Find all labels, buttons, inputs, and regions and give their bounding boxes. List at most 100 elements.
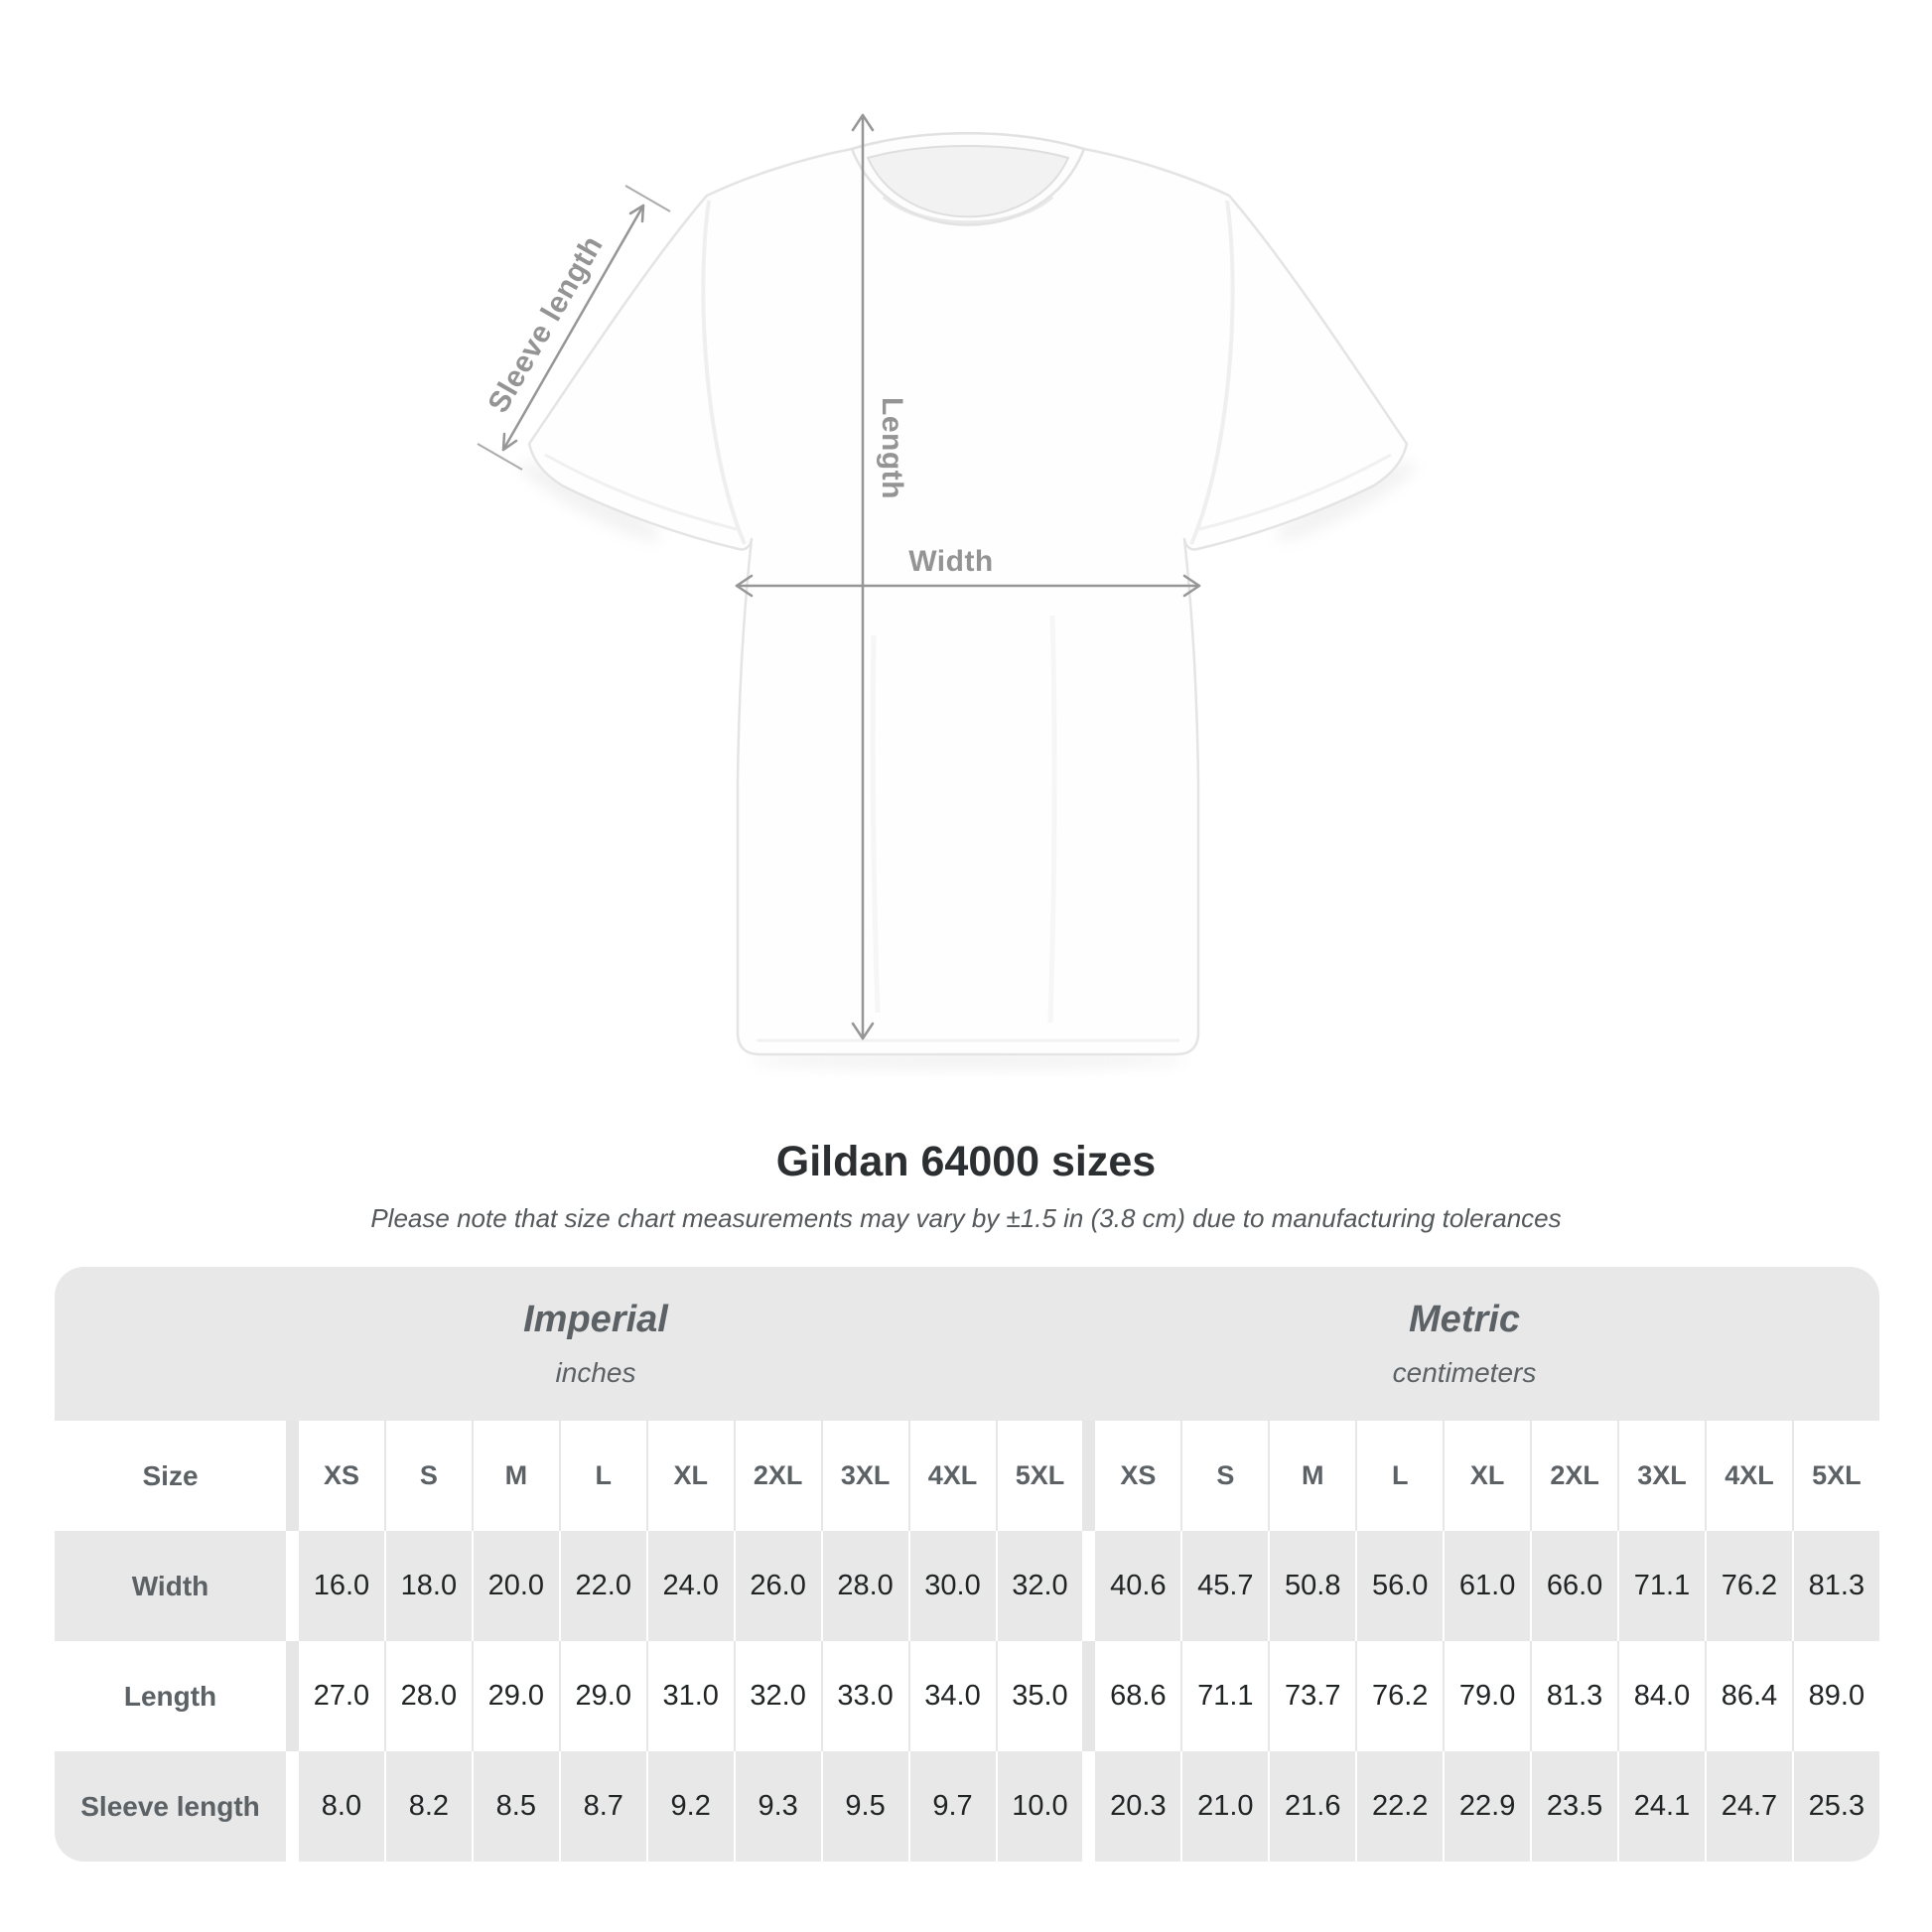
row-length-value: 68.6 — [1095, 1641, 1181, 1751]
imperial-group: Imperial inches — [437, 1267, 755, 1421]
row-width-value: 45.7 — [1182, 1531, 1269, 1641]
row-length-value: 32.0 — [735, 1641, 821, 1751]
column-gutter — [1084, 1641, 1093, 1751]
fabric-crease — [870, 634, 881, 1014]
size-header-row-value: M — [1270, 1421, 1356, 1531]
size-header-row-value: 4XL — [1707, 1421, 1792, 1531]
column-gutter — [288, 1421, 297, 1531]
page-title: Gildan 64000 sizes — [775, 1138, 1157, 1185]
sleeve-seam-left — [701, 200, 747, 545]
width-arrow — [735, 574, 1201, 598]
size-header-row-value: 4XL — [909, 1421, 996, 1531]
row-width-value: 20.0 — [473, 1531, 559, 1641]
row-sleeve-length-value: 22.9 — [1445, 1751, 1531, 1862]
row-width-value: 71.1 — [1619, 1531, 1705, 1641]
row-length-value: 76.2 — [1357, 1641, 1444, 1751]
row-sleeve-length-value: 10.0 — [997, 1751, 1083, 1862]
row-length-value: 73.7 — [1270, 1641, 1356, 1751]
size-header-row-value: 5XL — [997, 1421, 1083, 1531]
collar-opening — [866, 145, 1070, 218]
imperial-unit-label: inches — [555, 1357, 636, 1388]
size-header-row-value: XL — [647, 1421, 734, 1531]
size-header-row-value: XL — [1445, 1421, 1531, 1531]
row-length-value: 84.0 — [1619, 1641, 1705, 1751]
width-label: Width — [908, 545, 994, 578]
size-header-row: Size XS S M L XL 2XL 3XL 4XL 5XL XS S M L XL 2XL 3XL 4XL 5… — [55, 1421, 1879, 1531]
unit-header-band: Imperial inches Metric centimeters — [55, 1267, 1879, 1421]
row-width-label: Width — [55, 1531, 286, 1641]
row-length-value: 33.0 — [822, 1641, 908, 1751]
row-length: Length 27.0 28.0 29.0 29.0 31.0 32.0 33.0 34.0 35… — [55, 1641, 1879, 1751]
row-sleeve-length-value: 9.7 — [909, 1751, 996, 1862]
row-sleeve-length-value: 21.6 — [1270, 1751, 1356, 1862]
size-header-row-value: 5XL — [1793, 1421, 1879, 1531]
row-sleeve-length-value: 9.5 — [822, 1751, 908, 1862]
row-length-value: 35.0 — [997, 1641, 1083, 1751]
sleeve-length-arrow — [501, 204, 645, 452]
size-header-row-value: 3XL — [1619, 1421, 1705, 1531]
column-gutter — [1084, 1531, 1093, 1641]
size-header-row-value: M — [473, 1421, 559, 1531]
row-length-value: 27.0 — [299, 1641, 384, 1751]
row-sleeve-length-value: 9.3 — [735, 1751, 821, 1862]
column-gutter — [288, 1531, 297, 1641]
row-sleeve-length-value: 21.0 — [1182, 1751, 1269, 1862]
size-header-row-value: L — [1357, 1421, 1444, 1531]
row-length-value: 29.0 — [473, 1641, 559, 1751]
row-sleeve-length-value: 8.2 — [385, 1751, 472, 1862]
row-width-value: 66.0 — [1532, 1531, 1618, 1641]
metric-label: Metric — [1409, 1299, 1520, 1340]
row-sleeve-length-value: 9.2 — [647, 1751, 734, 1862]
hem-shadow — [750, 1051, 1186, 1069]
sleeve-hem-stitch-left — [544, 453, 738, 531]
row-length-value: 79.0 — [1445, 1641, 1531, 1751]
tshirt-diagram: Sleeve length Length Width — [477, 113, 1416, 1069]
row-sleeve-length-value: 24.1 — [1619, 1751, 1705, 1862]
fabric-crease — [1047, 615, 1057, 1024]
row-sleeve-length-value: 23.5 — [1532, 1751, 1618, 1862]
size-header-row-value: S — [1182, 1421, 1269, 1531]
row-sleeve-length-label: Sleeve length — [55, 1751, 286, 1862]
row-sleeve-length: Sleeve length 8.0 8.2 8.5 8.7 9.2 9.3 9.5 9.7 10.… — [55, 1751, 1879, 1862]
row-width-value: 28.0 — [822, 1531, 908, 1641]
row-length-value: 34.0 — [909, 1641, 996, 1751]
collar-inner-shadow — [882, 195, 1054, 225]
row-length-value: 29.0 — [560, 1641, 646, 1751]
sleeve-hem-stitch-right — [1198, 453, 1392, 531]
metric-group: Metric centimeters — [1306, 1267, 1623, 1421]
size-header-row-label: Size — [55, 1421, 286, 1531]
column-gutter — [1084, 1751, 1093, 1862]
size-header-row-value: 2XL — [1532, 1421, 1618, 1531]
size-header-row-value: 3XL — [822, 1421, 908, 1531]
row-length-value: 89.0 — [1793, 1641, 1879, 1751]
row-width-value: 40.6 — [1095, 1531, 1181, 1641]
size-header-row-value: XS — [1095, 1421, 1181, 1531]
row-width: Width 16.0 18.0 20.0 22.0 24.0 26.0 28.0 30.0 32.… — [55, 1531, 1879, 1641]
row-sleeve-length-value: 8.0 — [299, 1751, 384, 1862]
tshirt-body — [527, 132, 1409, 1056]
size-header-row-value: S — [385, 1421, 472, 1531]
row-sleeve-length-value: 24.7 — [1707, 1751, 1792, 1862]
column-gutter — [288, 1641, 297, 1751]
row-sleeve-length-value: 8.7 — [560, 1751, 646, 1862]
row-width-value: 16.0 — [299, 1531, 384, 1641]
row-width-value: 24.0 — [647, 1531, 734, 1641]
row-length-value: 28.0 — [385, 1641, 472, 1751]
row-length-value: 86.4 — [1707, 1641, 1792, 1751]
row-width-value: 56.0 — [1357, 1531, 1444, 1641]
table-rows: Size XS S M L XL 2XL 3XL 4XL 5XL XS S M L XL 2XL 3XL 4XL 5… — [55, 1421, 1879, 1862]
size-header-row-value: L — [560, 1421, 646, 1531]
row-length-value: 81.3 — [1532, 1641, 1618, 1751]
row-sleeve-length-value: 25.3 — [1793, 1751, 1879, 1862]
column-gutter — [288, 1751, 297, 1862]
length-arrow — [851, 113, 875, 1040]
tolerance-note: Please note that size chart measurements… — [370, 1203, 1562, 1233]
row-width-value: 50.8 — [1270, 1531, 1356, 1641]
sleeve-seam-right — [1189, 200, 1235, 545]
size-table: Imperial inches Metric centimeters Size X… — [55, 1267, 1879, 1862]
metric-unit-label: centimeters — [1392, 1357, 1537, 1388]
row-width-value: 30.0 — [909, 1531, 996, 1641]
row-width-value: 61.0 — [1445, 1531, 1531, 1641]
row-width-value: 32.0 — [997, 1531, 1083, 1641]
